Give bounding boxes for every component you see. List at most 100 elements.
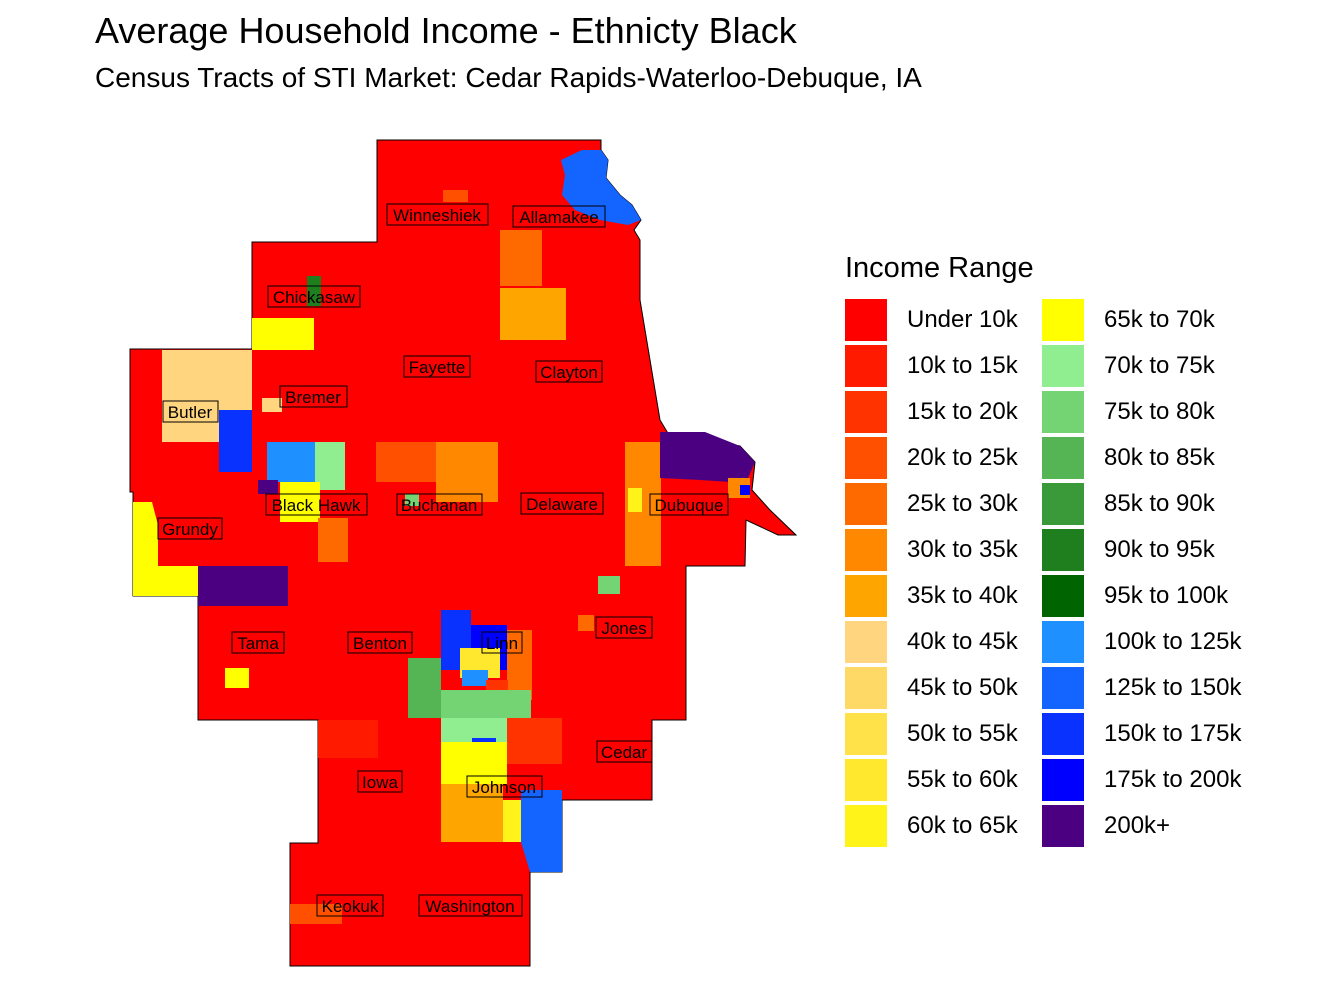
county-label-winneshiek: Winneshiek bbox=[386, 203, 489, 226]
legend-swatch bbox=[845, 299, 887, 341]
county-label-keokuk: Keokuk bbox=[316, 894, 384, 917]
legend-label: 10k to 15k bbox=[907, 352, 1018, 379]
legend-label: 85k to 90k bbox=[1104, 490, 1215, 517]
legend-label: 75k to 80k bbox=[1104, 398, 1215, 425]
county-label-clayton: Clayton bbox=[535, 360, 603, 383]
tract-blackhawk-e bbox=[258, 480, 278, 494]
svg-text:Clayton: Clayton bbox=[540, 363, 598, 382]
county-label-johnson: Johnson bbox=[466, 775, 543, 798]
legend-item: 55k to 60k bbox=[845, 757, 1042, 803]
county-label-buchanan: Buchanan bbox=[396, 493, 483, 516]
county-label-linn: Linn bbox=[481, 631, 523, 654]
svg-text:Winneshiek: Winneshiek bbox=[393, 206, 481, 225]
tract-benton-a bbox=[408, 658, 441, 718]
svg-text:Black Hawk: Black Hawk bbox=[272, 496, 361, 515]
tract-jones-a bbox=[598, 576, 620, 594]
legend-item: 45k to 50k bbox=[845, 665, 1042, 711]
legend-item: 35k to 40k bbox=[845, 573, 1042, 619]
tract-johnson-d bbox=[441, 742, 507, 784]
legend-label: 65k to 70k bbox=[1104, 306, 1215, 333]
legend-swatch bbox=[845, 667, 887, 709]
legend-swatch bbox=[1042, 299, 1084, 341]
tract-iowa-a bbox=[318, 720, 378, 758]
legend-label: 70k to 75k bbox=[1104, 352, 1215, 379]
svg-text:Tama: Tama bbox=[237, 634, 279, 653]
svg-text:Linn: Linn bbox=[486, 634, 518, 653]
legend-label: Under 10k bbox=[907, 306, 1018, 333]
legend-swatch bbox=[1042, 759, 1084, 801]
tract-johnson-g bbox=[521, 790, 562, 872]
county-label-fayette: Fayette bbox=[403, 355, 471, 378]
tract-chickasaw-b bbox=[252, 318, 314, 350]
legend-label: 125k to 150k bbox=[1104, 674, 1242, 701]
legend-column-2: 65k to 70k 70k to 75k 75k to 80k 80k to 85k… bbox=[1042, 297, 1242, 849]
legend-item: 60k to 65k bbox=[845, 803, 1042, 849]
legend-swatch bbox=[845, 713, 887, 755]
legend-swatch bbox=[845, 345, 887, 387]
county-label-chickasaw: Chickasaw bbox=[267, 285, 361, 308]
legend-item: 65k to 70k bbox=[1042, 297, 1239, 343]
legend-title: Income Range bbox=[845, 252, 1034, 284]
tract-jones-b bbox=[578, 615, 594, 631]
legend-swatch bbox=[845, 759, 887, 801]
county-label-bremer: Bremer bbox=[279, 385, 348, 408]
svg-text:Bremer: Bremer bbox=[285, 388, 341, 407]
svg-text:Butler: Butler bbox=[168, 403, 213, 422]
legend-column-1: Under 10k 10k to 15k 15k to 20k 20k to 25k 2… bbox=[845, 297, 1042, 849]
tract-blackhawk-d bbox=[318, 518, 348, 562]
tract-johnson-e bbox=[441, 784, 503, 842]
legend-swatch bbox=[1042, 713, 1084, 755]
county-label-allamakee: Allamakee bbox=[512, 205, 606, 228]
legend-label: 90k to 95k bbox=[1104, 536, 1215, 563]
map-region-base bbox=[129, 139, 798, 967]
county-label-washington: Washington bbox=[418, 894, 523, 917]
legend-swatch bbox=[845, 437, 887, 479]
legend-item: 100k to 125k bbox=[1042, 619, 1241, 665]
tract-clayton-b bbox=[500, 288, 566, 340]
legend-swatch bbox=[845, 483, 887, 525]
tract-linn-c bbox=[507, 630, 532, 700]
legend-label: 175k to 200k bbox=[1104, 766, 1242, 793]
svg-text:Chickasaw: Chickasaw bbox=[273, 288, 356, 307]
legend-swatch bbox=[1042, 529, 1084, 571]
county-label-delaware: Delaware bbox=[520, 492, 604, 515]
tract-keokuk-a bbox=[290, 904, 342, 924]
legend-item: 70k to 75k bbox=[1042, 343, 1239, 389]
legend-item: 40k to 45k bbox=[845, 619, 1042, 665]
legend-item: 30k to 35k bbox=[845, 527, 1042, 573]
county-label-grundy: Grundy bbox=[157, 517, 223, 540]
county-label-butler: Butler bbox=[162, 400, 219, 423]
tract-dubuque-c bbox=[660, 432, 755, 482]
tract-blackhawk-a bbox=[267, 442, 315, 482]
legend-label: 200k+ bbox=[1104, 812, 1171, 839]
county-label-benton: Benton bbox=[347, 631, 413, 654]
legend-swatch bbox=[1042, 483, 1084, 525]
svg-text:Cedar: Cedar bbox=[601, 743, 648, 762]
map-title: Average Household Income - Ethnicty Blac… bbox=[95, 10, 797, 51]
legend-swatch bbox=[845, 621, 887, 663]
svg-text:Washington: Washington bbox=[425, 897, 514, 916]
legend-swatch bbox=[1042, 667, 1084, 709]
legend-swatch bbox=[1042, 805, 1084, 847]
legend-item: 85k to 90k bbox=[1042, 481, 1239, 527]
svg-text:Johnson: Johnson bbox=[472, 778, 536, 797]
legend-label: 20k to 25k bbox=[907, 444, 1018, 471]
legend-label: 35k to 40k bbox=[907, 582, 1018, 609]
tract-johnson-b bbox=[507, 718, 562, 764]
legend-swatch bbox=[845, 529, 887, 571]
county-label-black-hawk: Black Hawk bbox=[265, 493, 368, 516]
legend-label: 15k to 20k bbox=[907, 398, 1018, 425]
tract-butler-b bbox=[219, 410, 252, 472]
svg-text:Keokuk: Keokuk bbox=[322, 897, 379, 916]
legend-item: 75k to 80k bbox=[1042, 389, 1239, 435]
tract-clayton-a bbox=[500, 230, 542, 286]
svg-text:Allamakee: Allamakee bbox=[519, 208, 598, 227]
legend-item: 125k to 150k bbox=[1042, 665, 1242, 711]
tract-buchanan-b bbox=[436, 442, 498, 502]
tract-tama-b bbox=[225, 668, 249, 688]
county-label-tama: Tama bbox=[231, 631, 285, 654]
legend-label: 25k to 30k bbox=[907, 490, 1018, 517]
tract-linn-e bbox=[462, 670, 488, 686]
legend-item: 15k to 20k bbox=[845, 389, 1042, 435]
